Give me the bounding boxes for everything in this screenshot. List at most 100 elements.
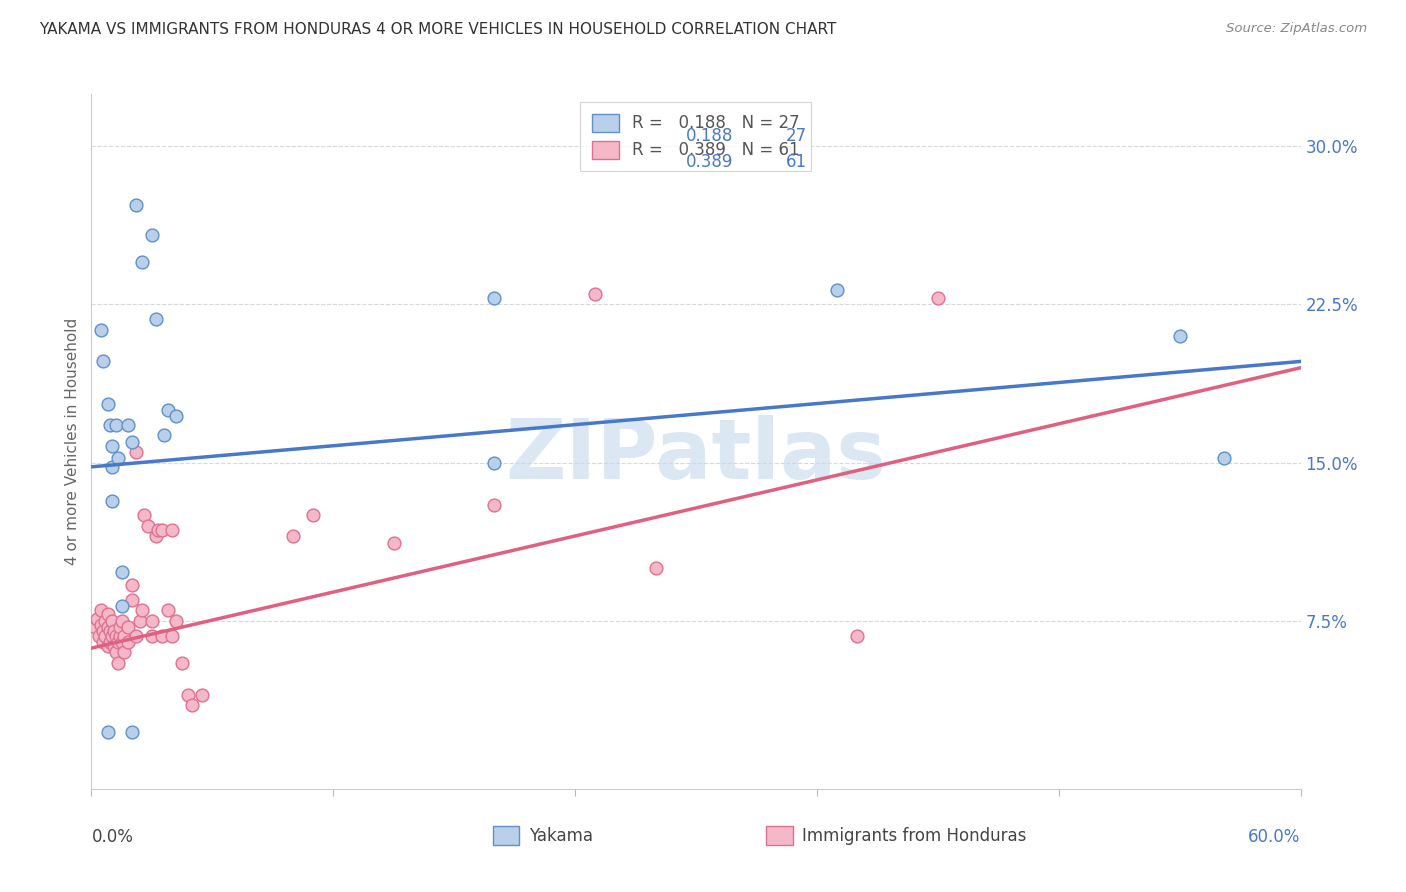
Point: [484, 498, 506, 512]
Point: [108, 620, 131, 634]
Point: [131, 255, 153, 269]
Legend: R =   0.188   N = 27, R =   0.389   N = 61: R = 0.188 N = 27, R = 0.389 N = 61: [581, 102, 811, 171]
Point: [90, 323, 112, 337]
Point: [181, 698, 204, 712]
Point: [96, 620, 118, 634]
Text: 0.389: 0.389: [686, 153, 734, 171]
Text: 27: 27: [786, 127, 807, 145]
Text: 61: 61: [786, 153, 807, 171]
Point: [150, 523, 173, 537]
Point: [96, 607, 118, 622]
Point: [644, 561, 666, 575]
Point: [104, 417, 127, 432]
Text: Yakama: Yakama: [529, 827, 593, 845]
Point: [111, 635, 132, 649]
Point: [125, 198, 148, 212]
Point: [160, 628, 183, 642]
Point: [484, 291, 506, 305]
Point: [90, 618, 112, 632]
Point: [121, 434, 143, 449]
Point: [98, 417, 121, 432]
Point: [172, 656, 194, 670]
Point: [153, 428, 176, 442]
Point: [145, 529, 167, 543]
Point: [141, 628, 163, 642]
Text: Source: ZipAtlas.com: Source: ZipAtlas.com: [1226, 22, 1367, 36]
Point: [104, 645, 127, 659]
Point: [145, 312, 167, 326]
Point: [165, 614, 187, 628]
Point: [100, 614, 122, 628]
Point: [107, 656, 129, 670]
Point: [846, 628, 869, 642]
Point: [484, 456, 506, 470]
Point: [177, 688, 200, 702]
Point: [128, 614, 150, 628]
Point: [100, 628, 122, 642]
Point: [1213, 451, 1236, 466]
Point: [125, 628, 148, 642]
Point: [132, 508, 155, 523]
Y-axis label: 4 or more Vehicles in Household: 4 or more Vehicles in Household: [65, 318, 80, 566]
Text: 60.0%: 60.0%: [1249, 828, 1301, 846]
Point: [156, 603, 179, 617]
Point: [121, 725, 143, 739]
Point: [98, 635, 121, 649]
Point: [107, 635, 129, 649]
Point: [121, 578, 143, 592]
Point: [302, 508, 325, 523]
Point: [160, 523, 183, 537]
Point: [111, 566, 132, 580]
Point: [96, 639, 118, 653]
Point: [94, 628, 117, 642]
Text: Immigrants from Honduras: Immigrants from Honduras: [803, 827, 1026, 845]
FancyBboxPatch shape: [494, 826, 519, 845]
Point: [103, 624, 125, 639]
Point: [121, 592, 143, 607]
Point: [103, 639, 125, 653]
Point: [146, 523, 169, 537]
Point: [94, 614, 117, 628]
Text: 0.0%: 0.0%: [91, 828, 134, 846]
Point: [131, 603, 153, 617]
Point: [112, 645, 135, 659]
Point: [111, 614, 132, 628]
Point: [165, 409, 187, 424]
Point: [111, 599, 132, 613]
Text: YAKAMA VS IMMIGRANTS FROM HONDURAS 4 OR MORE VEHICLES IN HOUSEHOLD CORRELATION C: YAKAMA VS IMMIGRANTS FROM HONDURAS 4 OR …: [39, 22, 837, 37]
Point: [100, 439, 122, 453]
Point: [583, 287, 606, 301]
FancyBboxPatch shape: [766, 826, 793, 845]
Point: [136, 519, 159, 533]
Point: [90, 603, 112, 617]
Point: [104, 628, 127, 642]
Point: [86, 612, 108, 626]
Point: [150, 628, 173, 642]
Point: [1168, 329, 1191, 343]
Point: [100, 493, 122, 508]
Point: [382, 535, 405, 549]
Point: [100, 459, 122, 474]
Point: [125, 445, 148, 459]
Point: [93, 635, 115, 649]
Point: [98, 624, 121, 639]
Point: [281, 529, 304, 543]
Point: [117, 635, 139, 649]
Point: [117, 417, 139, 432]
Point: [96, 725, 118, 739]
Point: [112, 628, 135, 642]
Point: [107, 451, 129, 466]
Point: [89, 628, 111, 642]
Text: ZIPatlas: ZIPatlas: [506, 415, 886, 496]
Point: [93, 354, 115, 368]
Point: [825, 283, 848, 297]
Point: [93, 624, 115, 639]
Point: [108, 628, 131, 642]
Point: [117, 620, 139, 634]
Point: [141, 227, 163, 242]
Point: [84, 620, 107, 634]
Text: 0.188: 0.188: [686, 127, 734, 145]
Point: [927, 291, 949, 305]
Point: [141, 614, 163, 628]
Point: [191, 688, 214, 702]
